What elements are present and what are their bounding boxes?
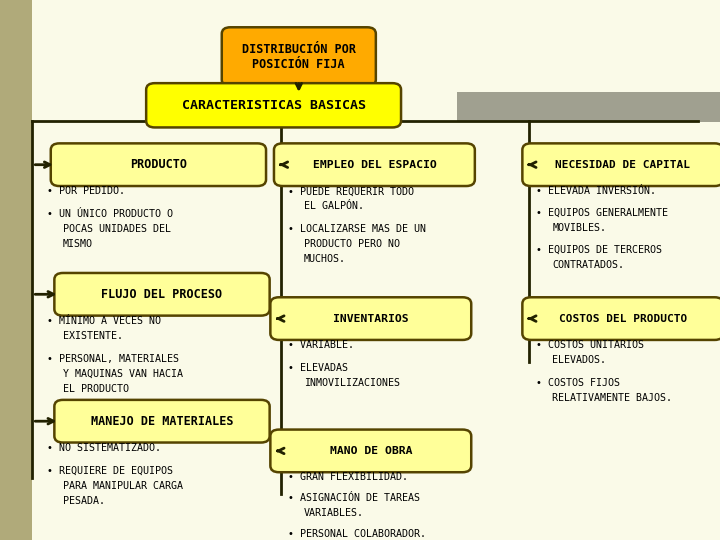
Text: • POR PEDIDO.: • POR PEDIDO. [47,186,125,197]
FancyBboxPatch shape [523,297,720,340]
Text: • LOCALIZARSE MAS DE UN: • LOCALIZARSE MAS DE UN [288,224,426,234]
FancyBboxPatch shape [222,27,376,86]
FancyBboxPatch shape [523,144,720,186]
Text: CARACTERISTICAS BASICAS: CARACTERISTICAS BASICAS [181,99,366,112]
Text: • GRAN FLEXIBILIDAD.: • GRAN FLEXIBILIDAD. [288,472,408,483]
FancyBboxPatch shape [50,144,266,186]
Text: • UN ÚNICO PRODUCTO O: • UN ÚNICO PRODUCTO O [47,209,173,219]
FancyBboxPatch shape [55,400,270,443]
Text: • NO SISTEMATIZADO.: • NO SISTEMATIZADO. [47,443,161,453]
Text: DISTRIBUCIÓN POR
POSICIÓN FIJA: DISTRIBUCIÓN POR POSICIÓN FIJA [242,43,356,71]
Text: • PERSONAL COLABORADOR.: • PERSONAL COLABORADOR. [288,529,426,539]
Text: • REQUIERE DE EQUIPOS: • REQUIERE DE EQUIPOS [47,465,173,476]
Text: • MÍNIMO A VECES NO: • MÍNIMO A VECES NO [47,316,161,326]
FancyBboxPatch shape [146,83,401,127]
Text: • COSTOS UNITARIOS: • COSTOS UNITARIOS [536,340,644,350]
Text: RELATIVAMENTE BAJOS.: RELATIVAMENTE BAJOS. [552,393,672,403]
Text: • ASIGNACIÓN DE TAREAS: • ASIGNACIÓN DE TAREAS [288,493,420,503]
Text: MANEJO DE MATERIALES: MANEJO DE MATERIALES [91,415,233,428]
Text: INMOVILIZACIONES: INMOVILIZACIONES [304,378,400,388]
Text: • ELEVADAS: • ELEVADAS [288,363,348,373]
Text: • PERSONAL, MATERIALES: • PERSONAL, MATERIALES [47,354,179,364]
Text: Y MAQUINAS VAN HACIA: Y MAQUINAS VAN HACIA [63,369,183,379]
Text: FLUJO DEL PROCESO: FLUJO DEL PROCESO [102,288,222,301]
Text: CONTRATADOS.: CONTRATADOS. [552,260,624,270]
Text: MOVIBLES.: MOVIBLES. [552,223,606,233]
Text: PRODUCTO PERO NO: PRODUCTO PERO NO [304,239,400,249]
Text: • EQUIPOS DE TERCEROS: • EQUIPOS DE TERCEROS [536,245,662,255]
Text: • PUEDE REQUERIR TODO: • PUEDE REQUERIR TODO [288,186,414,197]
Text: COSTOS DEL PRODUCTO: COSTOS DEL PRODUCTO [559,314,687,323]
Text: PRODUCTO: PRODUCTO [130,158,187,171]
Text: EL PRODUCTO: EL PRODUCTO [63,384,129,394]
Text: POCAS UNIDADES DEL: POCAS UNIDADES DEL [63,224,171,234]
Text: PARA MANIPULAR CARGA: PARA MANIPULAR CARGA [63,481,183,491]
Text: • VARIABLE.: • VARIABLE. [288,340,354,350]
Bar [0,0,32,540]
FancyBboxPatch shape [274,144,475,186]
Text: MUCHOS.: MUCHOS. [304,254,346,265]
FancyBboxPatch shape [271,297,472,340]
Text: INVENTARIOS: INVENTARIOS [333,314,409,323]
Text: EL GALPÓN.: EL GALPÓN. [304,201,364,212]
FancyBboxPatch shape [271,430,472,472]
Text: MANO DE OBRA: MANO DE OBRA [330,446,412,456]
Text: • ELEVADA INVERSIÓN.: • ELEVADA INVERSIÓN. [536,186,657,197]
Text: • EQUIPOS GENERALMENTE: • EQUIPOS GENERALMENTE [536,208,668,218]
Text: • COSTOS FIJOS: • COSTOS FIJOS [536,378,621,388]
Bar [457,92,720,122]
FancyBboxPatch shape [55,273,270,315]
Text: VARIABLES.: VARIABLES. [304,508,364,518]
Text: PESADA.: PESADA. [63,496,104,506]
Text: EXISTENTE.: EXISTENTE. [63,331,122,341]
Text: MISMO: MISMO [63,239,93,249]
Text: EMPLEO DEL ESPACIO: EMPLEO DEL ESPACIO [312,160,436,170]
Text: NECESIDAD DE CAPITAL: NECESIDAD DE CAPITAL [555,160,690,170]
Text: ELEVADOS.: ELEVADOS. [552,355,606,366]
